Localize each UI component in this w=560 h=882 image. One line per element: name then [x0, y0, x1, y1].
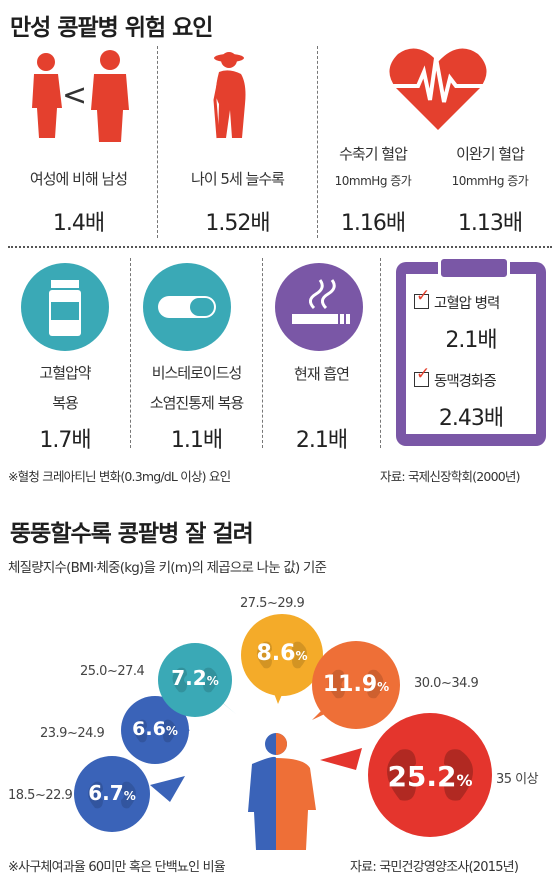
bubble-35-plus: [368, 713, 492, 837]
kidney-icon: [203, 667, 218, 693]
check-mark-icon: ✓: [416, 286, 431, 306]
risk-value-nsaid: 1.1배: [170, 428, 223, 453]
kidney-icon: [88, 781, 103, 809]
risk-label-diastolic: 이완기 혈압: [456, 145, 525, 163]
risk-label-age: 나이 5세 늘수록: [191, 170, 285, 188]
bubble-pct-30-34: 11.9%: [320, 672, 392, 697]
kidney-icon: [292, 641, 307, 669]
kidney-icon: [257, 641, 272, 669]
risk-label-nsaid-line2: 소염진통제 복용: [149, 394, 244, 412]
range-label-18-22: 18.5~22.9: [8, 788, 73, 803]
risk-label-bp-drug-line2: 복용: [52, 394, 79, 412]
risk-sub-systolic: 10mmHg 증가: [334, 174, 412, 188]
kidney-icon: [367, 669, 384, 699]
clipboard-label-hypertension: 고혈압 병력: [434, 296, 500, 312]
kidney-icon: [134, 719, 147, 743]
bmi-bubble-chart: [74, 614, 492, 850]
clipboard-paper: [406, 274, 536, 434]
pct-sign: %: [377, 680, 390, 694]
risk-value-sex: 1.4배: [52, 211, 105, 236]
range-label-23-24: 23.9~24.9: [40, 726, 105, 741]
bubble-tail: [320, 748, 362, 770]
clipboard-clip: [438, 256, 510, 280]
medicine-bottle-icon: [21, 263, 109, 351]
kidney-icon: [444, 749, 473, 801]
bubble-23-24: [121, 696, 189, 764]
checkbox-icon: [414, 372, 429, 387]
risk-value-diastolic: 1.13배: [457, 211, 523, 236]
range-label-35-plus: 35 이상: [496, 772, 539, 787]
bubble-30-34: [312, 641, 400, 729]
range-label-27-29: 27.5~29.9: [240, 596, 305, 611]
bubble-pct-35-plus: 25.2%: [385, 760, 475, 793]
kidney-icon: [387, 749, 416, 801]
top-footnote: ※혈청 크레아티닌 변화(0.3mg/dL 이상) 요인: [8, 469, 231, 484]
risk-label-sex: 여성에 비해 남성: [29, 170, 128, 188]
clipboard: [396, 256, 546, 446]
bubble-25-27: [158, 643, 232, 717]
bubble-pct-25-27: 7.2%: [165, 666, 225, 690]
bubble-pct-35-plus-value: 25.2: [387, 760, 457, 793]
clipboard-label-atherosclerosis: 동맥경화증: [434, 374, 497, 390]
gender-icon: [32, 50, 129, 142]
person-silhouette-icon: [248, 733, 316, 850]
pct-sign: %: [206, 674, 219, 688]
pct-sign: %: [456, 771, 473, 790]
page-title: 만성 콩팥병 위험 요인: [10, 15, 213, 41]
pct-sign: %: [165, 724, 178, 738]
pct-sign: %: [295, 649, 308, 663]
risk-label-systolic: 수축기 혈압: [339, 145, 408, 163]
check-mark-icon: ✓: [416, 364, 431, 384]
risk-label-smoking: 현재 흡연: [294, 365, 350, 383]
bubble-pct-27-29-value: 8.6: [256, 641, 296, 666]
kidney-icon: [172, 667, 187, 693]
clipboard-value-atherosclerosis: 2.43배: [438, 406, 504, 431]
less-than-symbol: <: [62, 78, 88, 113]
bubble-pct-23-24: 6.6%: [125, 718, 185, 740]
risk-sub-diastolic: 10mmHg 증가: [451, 174, 529, 188]
bubble-pct-23-24-value: 6.6: [132, 718, 166, 740]
bubble-pct-18-22-value: 6.7: [88, 781, 124, 805]
risk-label-bp-drug: 고혈압약 복용: [0, 358, 130, 418]
checkbox-icon: [414, 294, 429, 309]
risk-value-smoking: 2.1배: [295, 428, 348, 453]
risk-value-age: 1.52배: [205, 211, 270, 236]
pct-sign: %: [123, 789, 136, 803]
top-source: 자료: 국제신장학회(2000년): [380, 469, 520, 484]
risk-label-nsaid: 비스테로이드성 소염진통제 복용: [131, 358, 262, 418]
bubble-18-22: [74, 756, 150, 832]
bubble-pct-30-34-value: 11.9: [322, 672, 378, 697]
bmi-source: 자료: 국민건강영양조사(2015년): [350, 860, 519, 875]
kidney-icon: [163, 719, 176, 743]
kidney-icon: [328, 669, 345, 699]
range-label-25-27: 25.0~27.4: [80, 664, 145, 679]
cigarette-icon: [275, 263, 363, 351]
kidney-icon: [121, 781, 136, 809]
bubble-pct-25-27-value: 7.2: [171, 666, 207, 690]
risk-value-bp-drug: 1.7배: [39, 428, 91, 453]
risk-value-systolic: 1.16배: [340, 211, 406, 236]
risk-label-bp-drug-line1: 고혈압약: [39, 364, 91, 382]
bubble-tail: [150, 776, 185, 802]
bubble-pct-18-22: 6.7%: [82, 781, 142, 805]
bmi-subtitle: 체질량지수(BMI·체중(kg)을 키(m)의 제곱으로 나눈 값) 기준: [8, 560, 327, 576]
range-label-30-34: 30.0~34.9: [414, 676, 479, 691]
pill-capsule-icon: [143, 263, 231, 351]
clipboard-value-hypertension: 2.1배: [445, 328, 497, 353]
bubble-pct-27-29: 8.6%: [250, 641, 314, 666]
bmi-section-title: 뚱뚱할수록 콩팥병 잘 걸려: [10, 521, 254, 547]
bubble-27-29: [241, 614, 323, 696]
bmi-footnote: ※사구체여과율 60미만 혹은 단백뇨인 비율: [8, 860, 226, 875]
heart-rate-icon: [389, 48, 487, 130]
risk-label-nsaid-line1: 비스테로이드성: [151, 364, 243, 382]
elderly-person-icon: [213, 52, 246, 139]
